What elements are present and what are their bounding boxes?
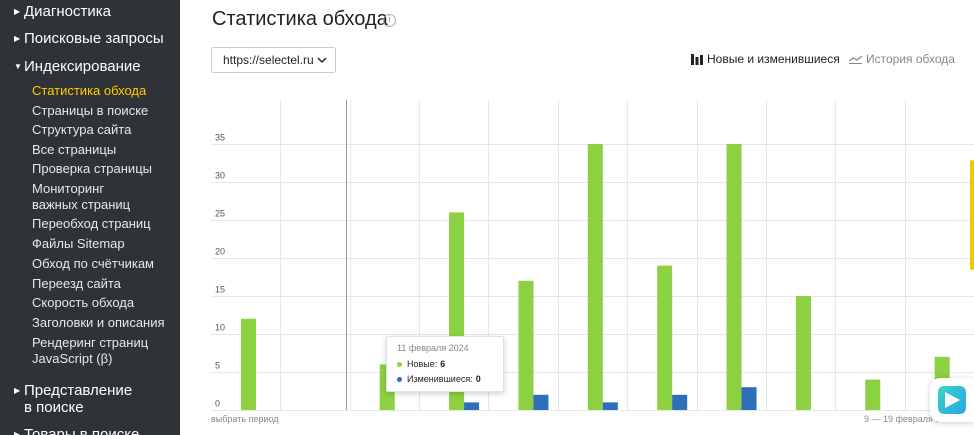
sidebar-item-monitoring[interactable]: Мониторинг — [32, 181, 105, 196]
bar-new — [518, 280, 534, 410]
bar-new — [241, 318, 256, 410]
crawl-chart: 0 5 10 15 20 25 30 35 — [211, 100, 974, 411]
date-range-label: 9 — 19 февраля 2 — [864, 414, 941, 424]
sidebar: ▶ Диагностика ▶ Поисковые запросы ▼ Инде… — [0, 0, 180, 435]
site-select-value: https://selectel.ru — [223, 53, 314, 67]
sidebar-item-site-move[interactable]: Переезд сайта — [32, 276, 121, 291]
legend-dot-blue — [397, 376, 402, 382]
bar-changed — [602, 402, 618, 410]
y-tick-label: 15 — [215, 285, 225, 295]
sidebar-item-sitemap[interactable]: Файлы Sitemap — [32, 236, 125, 251]
legend-dot-green — [397, 361, 402, 367]
sidebar-item-recrawl[interactable]: Переобход страниц — [32, 216, 151, 231]
sidebar-item-monitoring-line2[interactable]: важных страниц — [32, 197, 131, 212]
page-title: Статистика обхода — [212, 8, 388, 30]
sidebar-item-all-pages[interactable]: Все страницы — [32, 142, 117, 157]
sidebar-section-label: Индексирование — [24, 58, 141, 75]
sidebar-section-search-appearance[interactable]: ▶ Представление в поиске — [14, 382, 132, 416]
tooltip-changed-value: 0 — [475, 374, 481, 384]
sidebar-item-pages-in-search[interactable]: Страницы в поиске — [32, 103, 149, 118]
y-tick-label: 30 — [215, 171, 225, 181]
triangle-down-icon: ▼ — [14, 62, 22, 71]
tooltip-changed-label: Изменившиеся: — [407, 374, 473, 384]
bar-new — [726, 144, 742, 410]
chart-tooltip: 11 февраля 2024 Новые: 6 Изменившиеся: 0 — [386, 336, 504, 392]
triangle-right-icon: ▶ — [14, 386, 21, 395]
chevron-down-icon — [317, 48, 327, 82]
tooltip-row-new: Новые: 6 — [397, 359, 493, 369]
tab-label: Новые и изменившиеся — [707, 52, 840, 66]
sidebar-item-counter-crawl[interactable]: Обход по счётчикам — [32, 256, 154, 271]
y-tick-label: 0 — [215, 399, 220, 409]
sidebar-item-crawl-speed[interactable]: Скорость обхода — [32, 295, 135, 310]
bar-chart-icon — [691, 53, 703, 65]
triangle-right-icon: ▶ — [14, 34, 21, 43]
y-tick-label: 10 — [215, 323, 225, 333]
sidebar-section-label: Поисковые запросы — [24, 30, 164, 47]
y-tick-label: 35 — [215, 133, 225, 143]
bar-new — [795, 296, 811, 410]
side-accent-bar — [970, 160, 974, 270]
tooltip-new-label: Новые: — [407, 359, 438, 369]
y-tick-label: 25 — [215, 209, 225, 219]
sidebar-item-page-check[interactable]: Проверка страницы — [32, 161, 152, 176]
select-period-link[interactable]: выбрать период — [211, 414, 279, 424]
info-icon[interactable]: i — [383, 14, 396, 27]
sidebar-item-rendering[interactable]: Рендеринг страниц — [32, 335, 149, 350]
tab-label: История обхода — [866, 52, 955, 66]
main-content: Статистика обхода i https://selectel.ru … — [180, 0, 974, 435]
sidebar-section-indexing[interactable]: ▼ Индексирование — [14, 58, 141, 75]
tooltip-new-value: 6 — [440, 359, 446, 369]
tab-crawl-history[interactable]: История обхода — [849, 52, 955, 66]
site-select[interactable]: https://selectel.ru — [211, 47, 336, 73]
sidebar-section-label: Представление в поиске — [24, 382, 132, 416]
sidebar-section-products[interactable]: ▶ Товары в поиске — [14, 426, 148, 435]
bar-new — [587, 144, 603, 410]
bar-changed — [533, 394, 549, 410]
label-line-2: в поиске — [24, 399, 84, 416]
chart-area[interactable]: 0 5 10 15 20 25 30 35 — [211, 100, 974, 412]
triangle-right-icon: ▶ — [14, 430, 21, 435]
bar-new — [657, 265, 673, 410]
sidebar-item-site-structure[interactable]: Структура сайта — [32, 122, 132, 137]
tooltip-row-changed: Изменившиеся: 0 — [397, 374, 493, 384]
sidebar-section-search-queries[interactable]: ▶ Поисковые запросы — [14, 30, 164, 47]
play-icon — [945, 392, 960, 408]
sidebar-section-diagnostics[interactable]: ▶ Диагностика — [14, 3, 111, 20]
chat-widget-button[interactable] — [930, 378, 974, 422]
sidebar-item-rendering-line2[interactable]: JavaScript (β) — [32, 351, 113, 366]
y-tick-label: 5 — [215, 361, 220, 371]
bar-new — [865, 379, 881, 410]
bar-changed — [741, 387, 757, 410]
sidebar-section-label: Товары в поиске — [24, 426, 140, 435]
sidebar-section-label: Диагностика — [24, 3, 111, 20]
sidebar-item-crawl-stats[interactable]: Статистика обхода — [32, 83, 147, 98]
line-chart-icon — [849, 55, 862, 64]
triangle-right-icon: ▶ — [14, 7, 21, 16]
tab-new-and-changed[interactable]: Новые и изменившиеся — [691, 52, 840, 66]
bar-changed — [464, 402, 480, 410]
sidebar-item-titles[interactable]: Заголовки и описания — [32, 315, 165, 330]
bar-changed — [672, 394, 688, 410]
y-tick-label: 20 — [215, 247, 225, 257]
label-line-1: Представление — [24, 382, 133, 399]
tooltip-date: 11 февраля 2024 — [397, 343, 469, 353]
